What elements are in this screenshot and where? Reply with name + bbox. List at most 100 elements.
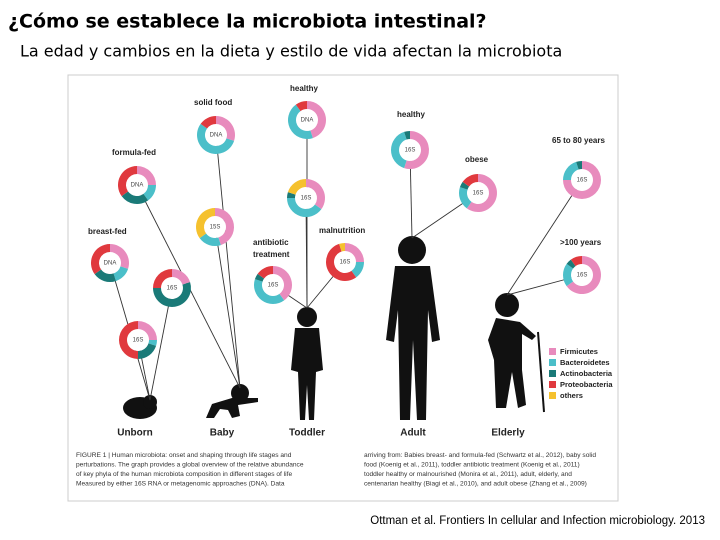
connector — [149, 287, 173, 401]
donut-hole — [126, 174, 148, 196]
connector — [214, 226, 241, 389]
donut-hole — [262, 274, 284, 296]
baby-silhouette — [206, 384, 258, 418]
donut-hole — [571, 264, 593, 286]
donut-hole — [204, 216, 226, 238]
donut-segment — [113, 266, 129, 282]
caption-line: arriving from: Babies breast- and formul… — [364, 452, 596, 459]
figure-label: breast-fed — [88, 227, 127, 236]
donut-hole — [99, 252, 121, 274]
donut-label: 16S — [577, 178, 588, 184]
donut-hole — [205, 124, 227, 146]
donut-label: 16S — [167, 286, 178, 292]
donut-segment — [306, 179, 325, 210]
donut-segment — [153, 269, 172, 288]
donut-segment — [138, 321, 157, 340]
donut-hole — [571, 169, 593, 191]
donut-segment — [391, 131, 407, 169]
stage-label: Toddler — [289, 428, 325, 439]
donut-segment — [257, 266, 273, 279]
donut-segment — [466, 174, 498, 212]
donut-label: DNA — [104, 261, 117, 267]
donut-segment — [326, 243, 357, 281]
donut-label: 16S — [301, 196, 312, 202]
donut-segment — [121, 191, 149, 204]
legend-swatch — [549, 359, 556, 366]
donut-segment — [91, 244, 110, 275]
legend-label: Actinobacteria — [560, 369, 613, 378]
citation: Ottman et al. Frontiers In cellular and … — [370, 515, 705, 527]
donut-segment — [351, 262, 364, 278]
figure-label: antibiotic — [253, 238, 289, 247]
donut-label: 16S — [133, 338, 144, 344]
donut-segment — [339, 243, 345, 252]
donut-segment — [196, 208, 215, 239]
connector — [215, 134, 241, 389]
stage-label: Adult — [400, 428, 426, 439]
donut-segment — [172, 269, 191, 285]
donut-segment — [563, 161, 579, 180]
donut-hole — [161, 277, 183, 299]
caption-line: Measured by either 16S RNA or metagenomi… — [76, 480, 285, 487]
donut-segment — [273, 266, 293, 301]
figure-label: healthy — [290, 84, 319, 93]
figure-label: formula-fed — [112, 148, 156, 157]
figure-label: treatment — [253, 250, 290, 259]
stage-label: Baby — [210, 428, 235, 439]
donut-segment — [307, 101, 326, 139]
caption-line: FIGURE 1 | Human microbiota: onset and s… — [76, 452, 292, 459]
donut-segment — [215, 208, 235, 246]
donut-segment — [287, 192, 296, 198]
legend-swatch — [549, 392, 556, 399]
donut-segment — [110, 244, 129, 269]
stage-label: Unborn — [117, 428, 153, 439]
donut-segment — [287, 104, 313, 140]
donut-segment — [143, 185, 156, 201]
donut-segment — [200, 116, 216, 129]
donut-label: DNA — [131, 183, 144, 189]
caption-line: of key phyla of the human microbiota com… — [76, 471, 292, 478]
unborn-silhouette — [123, 395, 157, 419]
toddler-silhouette — [291, 307, 323, 420]
donut-hole — [467, 182, 489, 204]
donut-hole — [334, 251, 356, 273]
donut-segment — [566, 259, 576, 269]
donut-segment — [94, 269, 116, 282]
donut-segment — [462, 174, 478, 187]
slide-title: ¿Cómo se establece la microbiota intesti… — [8, 11, 487, 33]
donut-segment — [459, 181, 470, 190]
donut-segment — [148, 340, 157, 346]
elderly-silhouette — [488, 293, 545, 413]
donut-segment — [153, 282, 191, 307]
donut-hole — [127, 329, 149, 351]
donut-segment — [216, 116, 235, 141]
legend-label: Bacteroidetes — [560, 358, 610, 367]
stage-label: Elderly — [491, 428, 525, 439]
donut-segment — [295, 101, 307, 112]
donut-segment — [254, 279, 285, 304]
donut-segment — [138, 343, 157, 359]
legend-swatch — [549, 370, 556, 377]
donut-segment — [117, 166, 137, 197]
donut-segment — [576, 161, 582, 170]
donut-segment — [199, 233, 221, 246]
donut-segment — [563, 161, 601, 199]
donut-segment — [458, 187, 472, 209]
donut-segment — [566, 256, 601, 294]
figure-label: healthy — [397, 110, 426, 119]
donut-segment — [345, 243, 364, 262]
donut-hole — [296, 109, 318, 131]
donut-label: DNA — [301, 118, 314, 124]
donut-segment — [563, 263, 574, 287]
donut-label: 15S — [210, 225, 221, 231]
figure-label: >100 years — [560, 238, 602, 247]
donut-segment — [404, 131, 410, 140]
legend-label: others — [560, 391, 583, 400]
donut-segment — [287, 179, 306, 195]
caption-line: perturbations. The graph provides a glob… — [76, 461, 304, 468]
caption-line: toddler healthy or malnourished (Monira … — [364, 471, 572, 478]
donut-segment — [404, 131, 429, 170]
connector — [506, 179, 583, 296]
donut-segment — [137, 166, 156, 185]
